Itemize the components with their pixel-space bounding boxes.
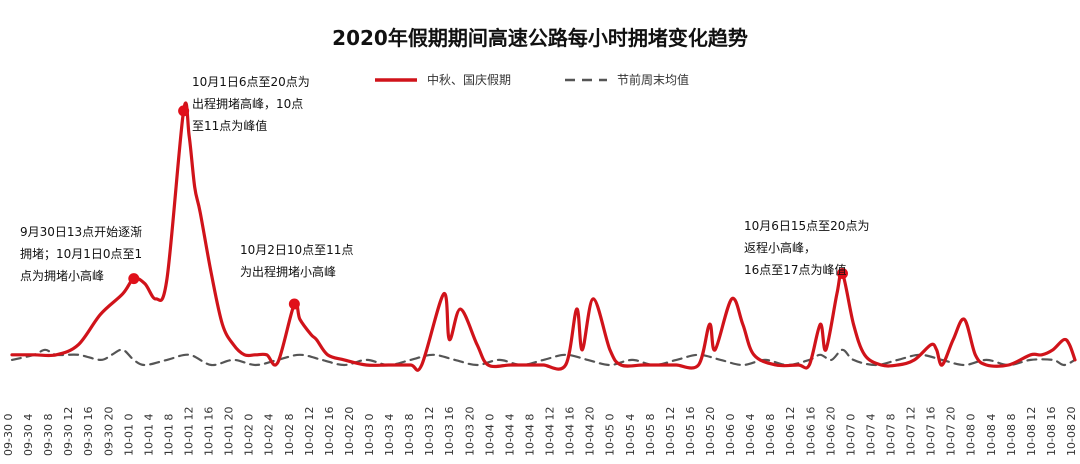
x-tick-label: 10-04 4 [503,414,516,456]
annotation-marker-3 [288,298,300,310]
x-tick-label: 10-01 16 [203,407,216,456]
x-tick-label: 10-03 12 [423,407,436,456]
x-tick-label: 09-30 0 [2,414,15,456]
x-tick-label: 10-08 20 [1065,407,1078,456]
x-tick-label: 10-02 20 [343,407,356,456]
x-tick-label: 10-04 0 [483,414,496,456]
annotation-text-3: 10月2日10点至11点为出程拥堵小高峰 [240,243,353,279]
x-tick-label: 09-30 20 [102,407,115,456]
x-tick-label: 10-02 0 [243,414,256,456]
x-tick-label: 10-05 20 [704,407,717,456]
series-line-2 [10,348,1077,367]
annotation-layer: 9月30日13点开始逐渐拥堵；10月1日0点至1 点为拥堵小高峰 10月1日6点至2… [20,75,869,310]
x-tick-label: 10-01 4 [142,414,155,456]
x-axis-tick-labels: 09-30 0 09-30 4 09-30 8 09-30 12 09-30 16 09-… [2,406,1078,456]
chart-title: 2020年假期期间高速公路每小时拥堵变化趋势 [332,26,748,50]
x-tick-label: 10-07 12 [905,406,918,455]
x-tick-label: 10-05 16 [684,407,697,456]
annotation-text-1: 9月30日13点开始逐渐拥堵；10月1日0点至1 点为拥堵小高峰 [20,225,142,283]
x-tick-label: 10-03 8 [403,413,416,455]
x-tick-label: 09-30 12 [62,407,75,456]
x-tick-label: 10-06 8 [764,414,777,456]
x-tick-label: 10-06 0 [724,413,737,455]
legend: 中秋、国庆假期 节前周末均值 [375,72,689,87]
series-line-1 [10,101,1077,372]
x-tick-label: 10-04 20 [584,406,597,455]
series-layer [10,101,1077,372]
x-tick-label: 10-03 0 [363,414,376,456]
x-tick-label: 10-06 12 [784,407,797,456]
x-tick-label: 10-01 0 [122,413,135,455]
x-tick-label: 09-30 4 [22,414,35,456]
x-tick-label: 10-03 4 [383,414,396,456]
x-tick-label: 10-02 8 [283,414,296,456]
x-tick-label: 10-03 16 [443,406,456,455]
x-tick-label: 10-05 0 [604,414,617,456]
x-tick-label: 10-02 4 [263,413,276,455]
annotation-text-4: 10月6日15点至20点为返程小高峰， 16点至17点为峰值 [744,219,869,277]
x-tick-label: 10-07 20 [945,407,958,456]
x-tick-label: 10-06 16 [804,407,817,456]
x-tick-label: 10-02 12 [303,406,316,455]
legend-label-1: 中秋、国庆假期 [427,72,511,87]
x-tick-label: 10-06 20 [824,407,837,456]
x-tick-label: 10-08 12 [1025,407,1038,456]
x-tick-label: 10-06 4 [744,414,757,456]
annotation-marker-1 [128,273,140,285]
x-tick-label: 09-30 16 [82,407,95,456]
x-tick-label: 10-04 16 [564,407,577,456]
x-tick-label: 10-07 0 [844,414,857,456]
x-tick-label: 10-01 12 [183,407,196,456]
x-tick-label: 10-02 16 [323,407,336,456]
x-tick-label: 10-07 16 [925,407,938,456]
x-tick-label: 10-08 0 [965,414,978,456]
x-tick-label: 10-04 8 [524,414,537,456]
x-tick-label: 10-08 4 [985,414,998,456]
x-tick-label: 10-05 12 [664,407,677,456]
x-tick-label: 10-01 20 [223,407,236,456]
annotation-text-2: 10月1日6点至20点为出程拥堵高峰，10点至11点为峰值 [192,75,310,133]
x-tick-label: 10-07 4 [864,413,877,455]
x-tick-label: 10-03 20 [463,407,476,456]
x-tick-label: 10-08 16 [1045,406,1058,455]
x-tick-label: 10-01 8 [163,414,176,456]
x-tick-label: 10-07 8 [885,414,898,456]
annotation-marker-4 [836,268,848,279]
x-tick-label: 10-04 12 [544,407,557,456]
x-tick-label: 09-30 8 [42,414,55,456]
x-tick-label: 10-05 4 [624,414,637,456]
x-tick-label: 10-08 8 [1005,414,1018,456]
x-tick-label: 10-05 8 [644,414,657,456]
legend-label-2: 节前周末均值 [617,72,689,87]
annotation-marker-2 [178,105,190,117]
